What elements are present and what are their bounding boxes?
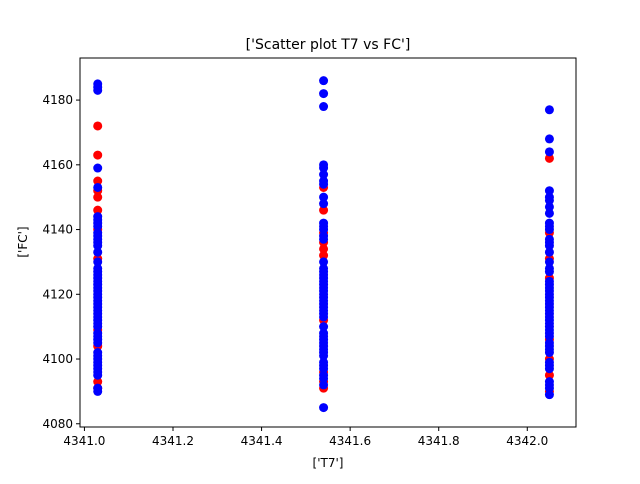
x-tick-label: 4341.6 xyxy=(329,434,371,448)
data-point xyxy=(544,225,554,235)
data-point xyxy=(544,247,554,257)
data-point xyxy=(93,247,103,257)
data-point xyxy=(544,257,554,267)
data-point xyxy=(319,373,329,383)
data-point xyxy=(544,105,554,115)
data-point xyxy=(93,182,103,192)
data-point xyxy=(544,241,554,251)
data-point xyxy=(319,403,329,413)
data-point xyxy=(319,351,329,361)
data-point xyxy=(544,383,554,393)
data-point xyxy=(319,380,329,390)
data-point xyxy=(319,192,329,202)
data-point xyxy=(544,186,554,196)
data-point xyxy=(319,257,329,267)
series-1 xyxy=(93,76,554,413)
data-point xyxy=(544,267,554,277)
x-tick-label: 4341.8 xyxy=(418,434,460,448)
data-point xyxy=(319,205,329,215)
data-point xyxy=(93,150,103,160)
data-point xyxy=(544,153,554,163)
data-point xyxy=(93,257,103,267)
data-point xyxy=(544,195,554,205)
data-point xyxy=(93,241,103,251)
data-point xyxy=(319,199,329,209)
x-tick-label: 4341.4 xyxy=(241,434,283,448)
y-tick-label: 4140 xyxy=(42,223,73,237)
data-point xyxy=(319,76,329,86)
data-point xyxy=(319,244,329,254)
data-point xyxy=(544,202,554,212)
x-tick-label: 4341.0 xyxy=(63,434,105,448)
data-point xyxy=(93,338,103,348)
y-tick-label: 4100 xyxy=(42,352,73,366)
data-point xyxy=(93,85,103,95)
data-point xyxy=(544,390,554,400)
data-point xyxy=(319,234,329,244)
data-point xyxy=(93,386,103,396)
data-point xyxy=(544,370,554,380)
x-axis-label: ['T7'] xyxy=(313,456,344,470)
data-point xyxy=(319,163,329,173)
ticks-layer: 4341.0 4341.2 4341.4 4341.6 4341.8 4342.0 4080… xyxy=(42,93,548,448)
chart-title: ['Scatter plot T7 vs FC'] xyxy=(246,37,411,53)
data-point xyxy=(93,370,103,380)
data-point xyxy=(544,331,554,341)
data-point xyxy=(319,225,329,235)
data-point xyxy=(319,322,329,332)
y-tick-label: 4180 xyxy=(42,93,73,107)
data-point xyxy=(544,348,554,358)
data-point xyxy=(93,121,103,131)
data-point xyxy=(544,364,554,374)
data-point xyxy=(319,89,329,99)
data-point xyxy=(93,192,103,202)
y-tick-label: 4160 xyxy=(42,158,73,172)
data-point xyxy=(319,170,329,180)
data-point xyxy=(544,208,554,218)
x-tick-label: 4341.2 xyxy=(152,434,194,448)
data-point xyxy=(319,364,329,374)
data-point xyxy=(319,102,329,112)
plot-frame xyxy=(79,57,577,428)
data-point xyxy=(544,134,554,144)
data-point xyxy=(93,176,103,186)
data-point xyxy=(93,205,103,215)
data-point xyxy=(93,221,103,231)
y-tick-label: 4120 xyxy=(42,287,73,301)
y-axis-label: ['FC'] xyxy=(16,226,30,257)
data-point xyxy=(319,312,329,322)
data-point xyxy=(93,322,103,332)
data-point xyxy=(319,179,329,189)
x-tick-label: 4342.0 xyxy=(506,434,548,448)
data-point xyxy=(93,163,103,173)
data-point xyxy=(319,250,329,260)
points-layer xyxy=(93,76,554,413)
data-point xyxy=(93,377,103,387)
data-point xyxy=(544,147,554,157)
y-tick-label: 4080 xyxy=(42,417,73,431)
